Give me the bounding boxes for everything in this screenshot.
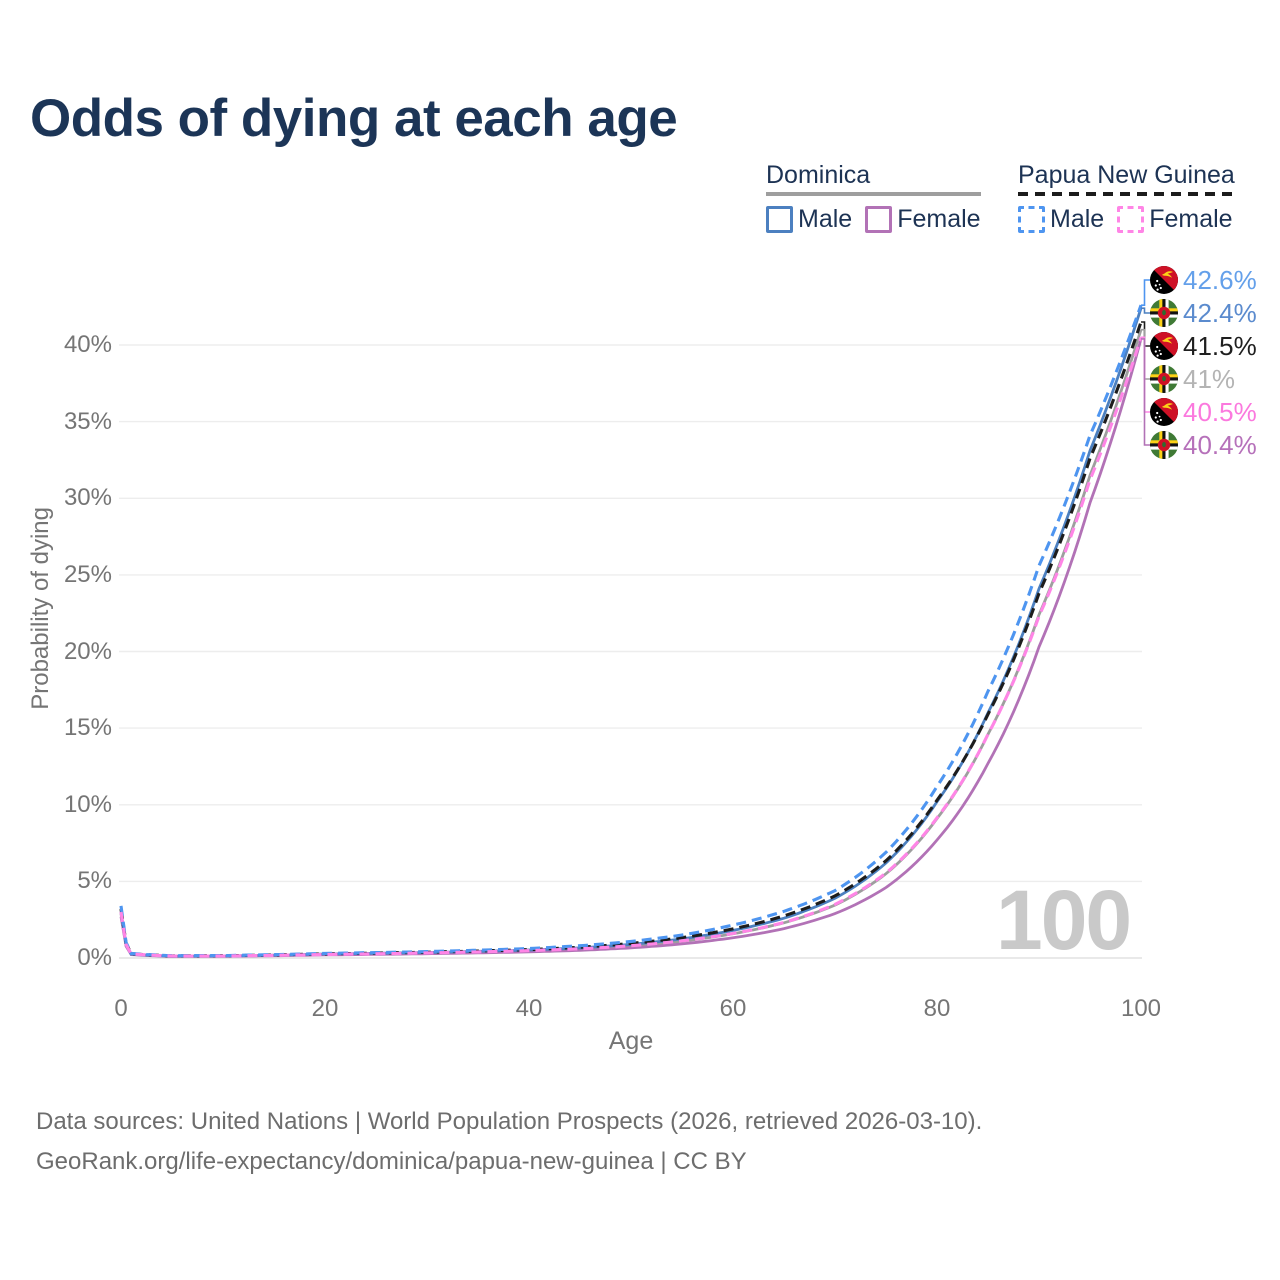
legend-swatch-papua-new-guinea-female [1117, 206, 1145, 233]
dominica-flag-icon [1150, 299, 1178, 327]
legend-header-dominica[interactable]: Dominica [766, 161, 871, 189]
end-label-leader-papua-new-guinea-female [1141, 336, 1150, 413]
papua-new-guinea-flag-icon [1150, 332, 1178, 360]
legend-group-dominica: Dominica Male Female [766, 161, 981, 234]
end-label-value: 42.4% [1183, 298, 1257, 328]
y-tick-15: 15% [63, 714, 112, 742]
end-label-papua-new-guinea-female: 40.5% [1150, 398, 1257, 426]
legend-items-dominica: Male Female [766, 205, 981, 234]
end-label-leaders [1141, 279, 1150, 446]
end-label-value: 41% [1183, 364, 1236, 394]
end-label-leader-dominica-female [1141, 338, 1150, 446]
x-tick-80: 80 [923, 995, 951, 1022]
series-line-papua-new-guinea-male[interactable] [119, 304, 1143, 958]
chart-title: Odds of dying at each age [30, 89, 678, 148]
end-label-dominica-female: 40.4% [1150, 431, 1257, 459]
legend-item-label: Male [1050, 205, 1105, 233]
legend-item-label: Male [798, 205, 853, 233]
footer-data-sources: Data sources: United Nations | World Pop… [36, 1108, 983, 1135]
papua-new-guinea-flag-icon [1150, 266, 1178, 294]
legend-swatch-papua-new-guinea-male [1018, 206, 1045, 233]
x-tick-20: 20 [311, 995, 339, 1022]
x-tick-100: 100 [1120, 995, 1162, 1022]
end-label-dominica-male: 42.4% [1150, 299, 1257, 327]
legend-item-papua-new-guinea-male[interactable]: Male [1018, 205, 1104, 234]
end-label-value: 41.5% [1183, 331, 1257, 361]
x-tick-40: 40 [515, 995, 543, 1022]
series-line-dominica-male[interactable] [119, 307, 1143, 958]
gridlines [119, 344, 1142, 959]
papua-new-guinea-flag-icon [1150, 398, 1178, 426]
y-tick-5: 5% [77, 867, 112, 895]
y-tick-10: 10% [63, 790, 112, 818]
end-label-leader-papua-new-guinea [1141, 321, 1150, 347]
legend-item-dominica-male[interactable]: Male [766, 205, 852, 234]
end-label-value: 40.5% [1183, 397, 1257, 427]
end-label-papua-new-guinea: 41.5% [1150, 332, 1257, 360]
legend-group-papua-new-guinea: Papua New Guinea Male Female [1018, 161, 1235, 234]
end-label-dominica: 41% [1150, 365, 1235, 393]
end-label-leader-dominica-male [1141, 307, 1150, 314]
age-counter-watermark: 100 [996, 873, 1132, 967]
y-axis-title: Probability of dying [27, 507, 54, 710]
x-tick-60: 60 [719, 995, 747, 1022]
legend-swatch-dominica-female [865, 206, 893, 233]
series-line-papua-new-guinea[interactable] [119, 321, 1143, 958]
dominica-flag-icon [1150, 365, 1178, 393]
y-tick-20: 20% [63, 637, 112, 665]
series-line-dominica[interactable] [119, 329, 1143, 958]
series-lines [119, 304, 1143, 958]
legend-item-label: Female [897, 205, 981, 233]
legend-swatch-dominica-male [766, 206, 793, 233]
legend-underline-dashed [1018, 192, 1235, 196]
y-tick-25: 25% [63, 560, 112, 588]
series-line-papua-new-guinea-female[interactable] [119, 336, 1143, 958]
series-line-dominica-female[interactable] [119, 338, 1143, 958]
y-tick-30: 30% [63, 484, 112, 512]
x-tick-0: 0 [114, 995, 128, 1022]
legend-item-label: Female [1149, 205, 1233, 233]
footer-attribution: GeoRank.org/life-expectancy/dominica/pap… [36, 1148, 747, 1175]
legend-underline-solid [766, 192, 981, 196]
legend-items-papua-new-guinea: Male Female [1018, 205, 1235, 234]
end-label-value: 42.6% [1183, 265, 1257, 295]
end-label-leader-papua-new-guinea-male [1141, 279, 1150, 306]
end-label-value: 40.4% [1183, 430, 1257, 460]
dominica-flag-icon [1150, 431, 1178, 459]
legend-item-papua-new-guinea-female[interactable]: Female [1117, 205, 1233, 234]
legend-item-dominica-female[interactable]: Female [865, 205, 981, 234]
end-label-papua-new-guinea-male: 42.6% [1150, 266, 1257, 294]
x-axis-title: Age [608, 1027, 654, 1055]
y-tick-40: 40% [63, 331, 112, 358]
legend-header-papua-new-guinea[interactable]: Papua New Guinea [1018, 161, 1235, 189]
y-tick-0: 0% [77, 944, 112, 971]
y-tick-35: 35% [63, 407, 112, 435]
